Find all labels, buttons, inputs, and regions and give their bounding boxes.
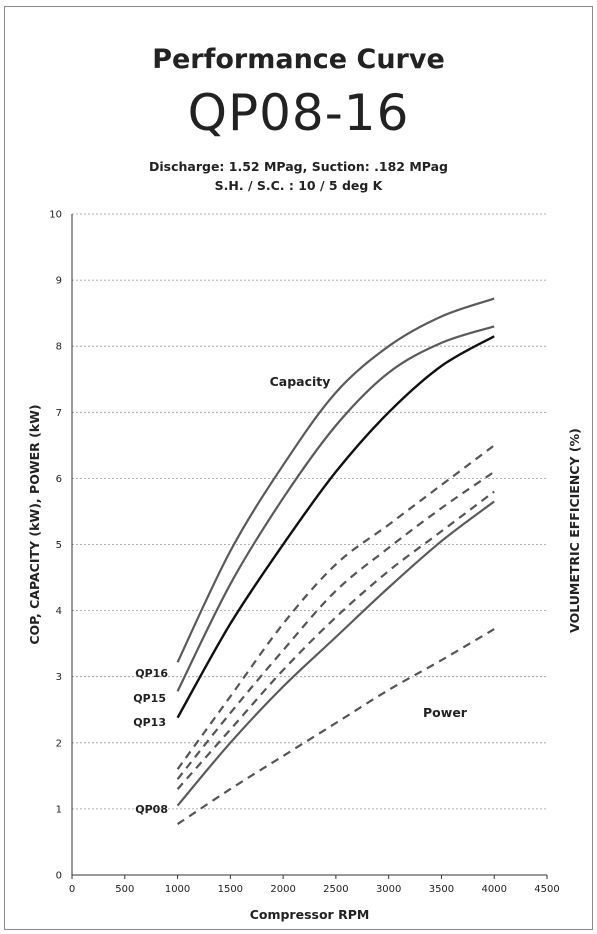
x-tick-label: 4500 — [534, 884, 559, 895]
y-tick-label: 8 — [56, 342, 62, 353]
chart-subtitle-conditions: Discharge: 1.52 MPag, Suction: .182 MPag — [149, 159, 448, 174]
series-line-power-7 — [176, 628, 495, 826]
y-tick-label: 0 — [56, 871, 62, 882]
chart-subtitle-superheat: S.H. / S.C. : 10 / 5 deg K — [214, 178, 383, 193]
annotation-capacity: Capacity — [270, 374, 331, 389]
x-axis-label: Compressor RPM — [250, 907, 370, 922]
y-axis-label: COP, CAPACITY (kW), POWER (kW) — [27, 404, 42, 644]
series-lines — [176, 297, 495, 826]
y-tick-label: 7 — [56, 408, 62, 419]
x-tick-label: 2000 — [270, 884, 295, 895]
y-tick-label: 6 — [56, 474, 62, 485]
y-tick-label: 10 — [49, 210, 62, 221]
series-line-power-4 — [176, 444, 495, 770]
x-tick-label: 0 — [69, 884, 75, 895]
labels: Compressor RPM COP, CAPACITY (kW), POWER … — [27, 374, 582, 922]
x-tick-label: 1000 — [165, 884, 190, 895]
model-title: QP08-16 — [187, 84, 410, 142]
y-tick-label: 9 — [56, 276, 62, 287]
series-line-capacity-qp13 — [176, 335, 495, 719]
y-tick-label: 3 — [56, 672, 62, 683]
x-tick-label: 4000 — [481, 884, 506, 895]
y-tick-label: 5 — [56, 540, 62, 551]
y-tick-label: 1 — [56, 804, 62, 815]
x-tick-label: 2500 — [323, 884, 348, 895]
y-tick-label: 2 — [56, 738, 62, 749]
axes: 0 1 2 3 4 5 6 7 8 9 10 0 500 1000 1500 2000 2500 3000 3500… — [49, 210, 559, 896]
chart-frame — [4, 6, 593, 930]
series-label-qp15: QP15 — [133, 692, 166, 705]
series-line-capacity-qp08 — [176, 500, 495, 807]
series-line-capacity-qp15 — [176, 325, 495, 692]
series-line-power-5 — [176, 470, 495, 780]
y2-axis-label: VOLUMETRIC EFFICIENCY (%) — [567, 428, 582, 633]
x-tick-label: 3000 — [376, 884, 401, 895]
series-line-capacity-qp16 — [176, 297, 495, 663]
series-label-qp16: QP16 — [135, 667, 168, 680]
chart-title: Performance Curve — [152, 44, 445, 75]
x-tick-label: 3500 — [429, 884, 454, 895]
annotation-power: Power — [423, 705, 468, 720]
series-label-qp08: QP08 — [135, 803, 168, 816]
x-tick-label: 1500 — [218, 884, 243, 895]
series-label-qp13: QP13 — [133, 716, 166, 729]
grid-lines — [72, 213, 547, 810]
x-tick-label: 500 — [115, 884, 134, 895]
series-line-power-6 — [176, 490, 495, 790]
y-tick-label: 4 — [56, 606, 62, 617]
